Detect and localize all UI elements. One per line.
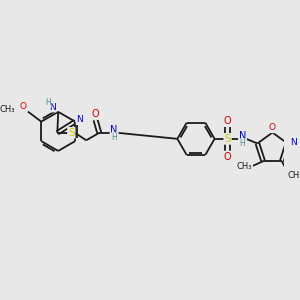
Text: N: N <box>110 125 118 135</box>
Text: S: S <box>224 134 231 144</box>
Text: N: N <box>239 131 246 141</box>
Text: H: H <box>111 133 117 142</box>
Text: H: H <box>45 98 51 107</box>
Text: H: H <box>240 139 245 148</box>
Text: N: N <box>290 138 296 147</box>
Text: CH₃: CH₃ <box>287 171 300 180</box>
Text: O: O <box>224 152 231 161</box>
Text: O: O <box>92 109 99 119</box>
Text: N: N <box>49 103 56 112</box>
Text: S: S <box>68 128 75 138</box>
Text: CH₃: CH₃ <box>237 162 252 171</box>
Text: N: N <box>76 115 83 124</box>
Text: CH₃: CH₃ <box>0 105 15 114</box>
Text: O: O <box>269 123 276 132</box>
Text: O: O <box>224 116 231 126</box>
Text: O: O <box>20 102 27 111</box>
